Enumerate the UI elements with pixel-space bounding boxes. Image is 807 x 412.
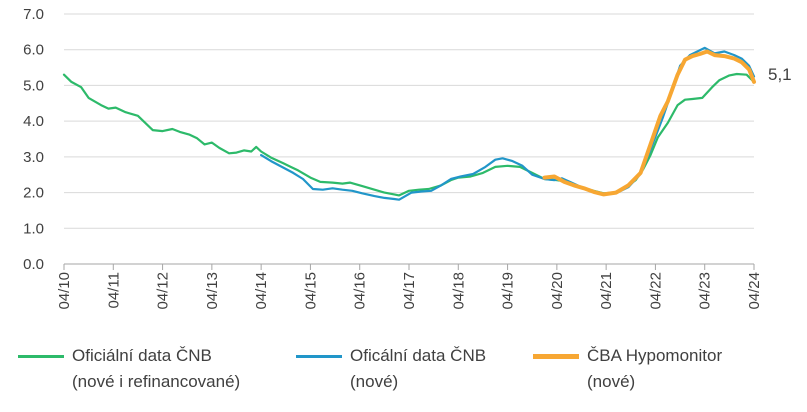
y-tick-label: 3.0 (23, 149, 44, 166)
x-tick-label: 04/13 (204, 272, 221, 310)
x-tick-label: 04/15 (302, 272, 319, 310)
line-chart: 0.0 1.0 2.0 3.0 4.0 5.0 6.0 7.0 04/10 04/11 04/12… (23, 6, 792, 310)
legend-label-line1: Oficální data ČNB (350, 346, 487, 365)
x-tick-label: 04/12 (155, 272, 172, 310)
y-tick-label: 7.0 (23, 6, 44, 23)
x-tick-label: 04/22 (647, 272, 664, 310)
x-tick-label: 04/23 (697, 272, 714, 310)
x-axis-tick-labels: 04/10 04/11 04/12 04/13 04/14 04/15 04/16 04/17… (56, 272, 763, 310)
y-axis-tick-labels: 0.0 1.0 2.0 3.0 4.0 5.0 6.0 7.0 (23, 6, 44, 273)
x-tick-label: 04/19 (500, 272, 517, 310)
legend-label: ČBA Hypomonitor (nové) (587, 343, 722, 395)
legend-label-line1: ČBA Hypomonitor (587, 346, 723, 365)
end-value-label: 5,1 (768, 65, 792, 84)
legend-label-line2: (nové i refinancované) (72, 372, 241, 391)
y-tick-label: 4.0 (23, 113, 44, 130)
legend-label-line2: (nové) (587, 372, 636, 391)
grid-lines (64, 13, 754, 229)
legend-swatch-cnb-new (296, 355, 342, 358)
series-lines (62, 46, 756, 201)
legend-swatch-hypomonitor (533, 354, 579, 359)
legend-label-line1: Oficiální data ČNB (72, 346, 212, 365)
x-tick-label: 04/21 (598, 272, 615, 310)
legend-label: Oficální data ČNB (nové) (350, 343, 486, 395)
legend-label-line2: (nové) (350, 372, 399, 391)
x-axis (63, 263, 755, 270)
y-tick-label: 0.0 (23, 256, 44, 273)
y-tick-label: 5.0 (23, 77, 44, 94)
x-tick-label: 04/17 (401, 272, 418, 310)
series-line-3 (542, 49, 756, 197)
x-tick-label: 04/18 (450, 272, 467, 310)
y-tick-label: 6.0 (23, 42, 44, 59)
x-tick-label: 04/14 (253, 272, 270, 310)
legend-swatch-cnb-all (18, 355, 64, 358)
x-tick-label: 04/20 (549, 272, 566, 310)
x-tick-label: 04/10 (56, 272, 73, 310)
series-line-1 (62, 72, 756, 197)
x-tick-label: 04/11 (105, 272, 122, 308)
legend-label: Oficiální data ČNB (nové i refinancované… (72, 343, 240, 395)
legend: Oficiální data ČNB (nové i refinancované… (0, 343, 807, 412)
y-tick-label: 1.0 (23, 220, 44, 237)
x-tick-label: 04/24 (746, 272, 763, 310)
x-tick-label: 04/16 (352, 272, 369, 310)
y-tick-label: 2.0 (23, 185, 44, 202)
